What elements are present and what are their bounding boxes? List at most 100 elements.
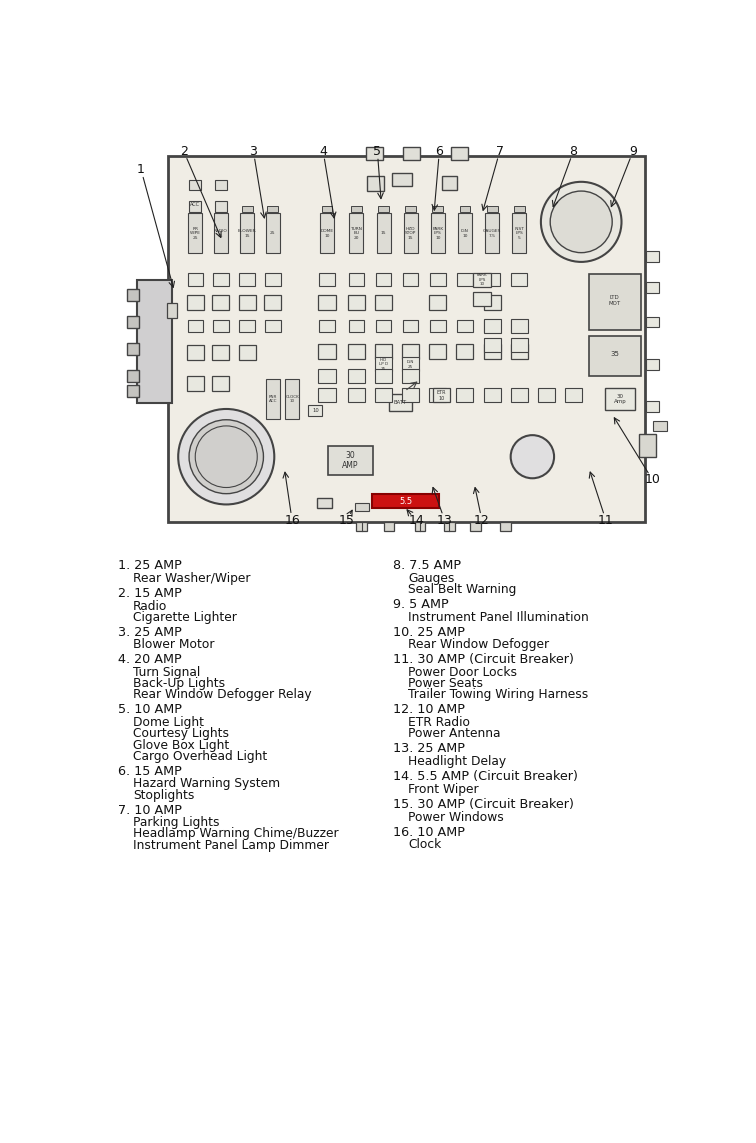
Text: Power Seats: Power Seats bbox=[408, 678, 483, 690]
Text: 6: 6 bbox=[435, 144, 443, 158]
Text: ACC: ACC bbox=[191, 202, 200, 207]
Bar bbox=[429, 295, 446, 311]
Bar bbox=[646, 251, 659, 262]
Bar bbox=[213, 320, 228, 331]
Bar bbox=[510, 389, 528, 402]
Text: 10: 10 bbox=[312, 408, 319, 413]
Text: 15: 15 bbox=[339, 514, 355, 527]
Bar bbox=[432, 206, 443, 211]
Bar bbox=[510, 344, 528, 359]
Bar bbox=[265, 295, 281, 311]
Bar bbox=[487, 206, 497, 211]
Bar bbox=[457, 320, 472, 331]
Bar bbox=[402, 344, 420, 359]
Text: Front Wiper: Front Wiper bbox=[408, 783, 479, 796]
Bar bbox=[470, 522, 482, 531]
Bar bbox=[318, 295, 336, 311]
Text: 16. 10 AMP: 16. 10 AMP bbox=[393, 825, 465, 839]
Bar bbox=[512, 320, 527, 331]
Bar bbox=[451, 147, 468, 160]
Bar bbox=[431, 214, 445, 254]
Bar bbox=[127, 369, 139, 382]
Bar bbox=[212, 376, 229, 391]
Bar bbox=[239, 295, 256, 311]
Text: 5. 10 AMP: 5. 10 AMP bbox=[118, 703, 181, 717]
Bar bbox=[429, 389, 446, 402]
Bar bbox=[239, 345, 256, 360]
Bar bbox=[565, 389, 582, 402]
Bar bbox=[646, 282, 659, 293]
Bar bbox=[402, 369, 420, 383]
Bar bbox=[375, 369, 392, 383]
Text: 11. 30 AMP (Circuit Breaker): 11. 30 AMP (Circuit Breaker) bbox=[393, 654, 574, 666]
Text: 10: 10 bbox=[645, 473, 661, 486]
Text: Hazard Warning System: Hazard Warning System bbox=[133, 777, 280, 791]
Bar bbox=[348, 389, 365, 402]
Bar bbox=[320, 214, 334, 254]
Bar bbox=[484, 295, 500, 311]
Bar bbox=[187, 273, 203, 286]
Text: Turn Signal: Turn Signal bbox=[133, 666, 200, 679]
Bar bbox=[240, 320, 255, 331]
Text: 16: 16 bbox=[284, 514, 300, 527]
Bar bbox=[414, 522, 426, 531]
Bar bbox=[348, 295, 365, 311]
Circle shape bbox=[550, 191, 612, 253]
Bar bbox=[429, 344, 446, 359]
Text: Headlamp Warning Chime/Buzzer: Headlamp Warning Chime/Buzzer bbox=[133, 828, 339, 840]
Text: HZD
STOP
15: HZD STOP 15 bbox=[405, 226, 417, 240]
Bar bbox=[240, 214, 254, 254]
Text: Instrument Panel Illumination: Instrument Panel Illumination bbox=[408, 610, 589, 624]
Bar bbox=[375, 344, 392, 359]
Bar bbox=[430, 273, 445, 286]
Text: 30
AMP: 30 AMP bbox=[342, 450, 358, 470]
Bar bbox=[457, 389, 473, 402]
Text: 6. 15 AMP: 6. 15 AMP bbox=[118, 765, 181, 777]
Text: 15: 15 bbox=[381, 231, 386, 235]
Bar bbox=[319, 273, 335, 286]
Circle shape bbox=[195, 426, 257, 488]
Text: IGN
10: IGN 10 bbox=[461, 229, 469, 238]
Text: Rear Window Defogger Relay: Rear Window Defogger Relay bbox=[133, 688, 312, 702]
Text: 12. 10 AMP: 12. 10 AMP bbox=[393, 703, 465, 717]
Text: BATT: BATT bbox=[394, 400, 407, 406]
Bar bbox=[349, 320, 364, 331]
Bar bbox=[458, 214, 472, 254]
Text: 30
Amp: 30 Amp bbox=[614, 393, 626, 405]
Text: 7. 10 AMP: 7. 10 AMP bbox=[118, 804, 181, 816]
Text: 10. 25 AMP: 10. 25 AMP bbox=[393, 625, 465, 639]
Bar bbox=[538, 389, 555, 402]
Bar bbox=[430, 320, 445, 331]
Bar bbox=[514, 206, 525, 211]
Text: GAUGES
7.5: GAUGES 7.5 bbox=[483, 229, 501, 238]
Text: 2: 2 bbox=[180, 144, 187, 158]
Text: 9: 9 bbox=[629, 144, 637, 158]
Bar bbox=[639, 433, 655, 457]
Bar bbox=[351, 206, 362, 211]
Bar bbox=[266, 214, 280, 254]
Bar bbox=[403, 273, 419, 286]
Bar bbox=[319, 320, 335, 331]
Bar bbox=[212, 345, 229, 360]
Bar bbox=[356, 522, 367, 531]
Bar bbox=[404, 214, 417, 254]
Text: PARK
LPS
10: PARK LPS 10 bbox=[432, 226, 443, 240]
Bar bbox=[402, 358, 420, 371]
Text: 15. 30 AMP (Circuit Breaker): 15. 30 AMP (Circuit Breaker) bbox=[393, 798, 574, 810]
Bar bbox=[485, 273, 500, 286]
Bar bbox=[484, 344, 500, 359]
Text: Blower Motor: Blower Motor bbox=[133, 639, 215, 652]
Circle shape bbox=[189, 419, 263, 494]
Bar bbox=[188, 214, 202, 254]
Bar bbox=[589, 274, 641, 329]
Bar bbox=[189, 181, 201, 190]
Text: 8. 7.5 AMP: 8. 7.5 AMP bbox=[393, 559, 461, 573]
Text: RR
WIPE
25: RR WIPE 25 bbox=[190, 226, 201, 240]
Text: PARK
LPS
10: PARK LPS 10 bbox=[477, 273, 488, 286]
Bar bbox=[265, 320, 280, 331]
Text: 25: 25 bbox=[270, 231, 276, 235]
Text: 2. 15 AMP: 2. 15 AMP bbox=[118, 586, 181, 600]
Text: 12: 12 bbox=[474, 514, 490, 527]
Text: 4. 20 AMP: 4. 20 AMP bbox=[118, 654, 181, 666]
Text: 1: 1 bbox=[137, 163, 145, 176]
